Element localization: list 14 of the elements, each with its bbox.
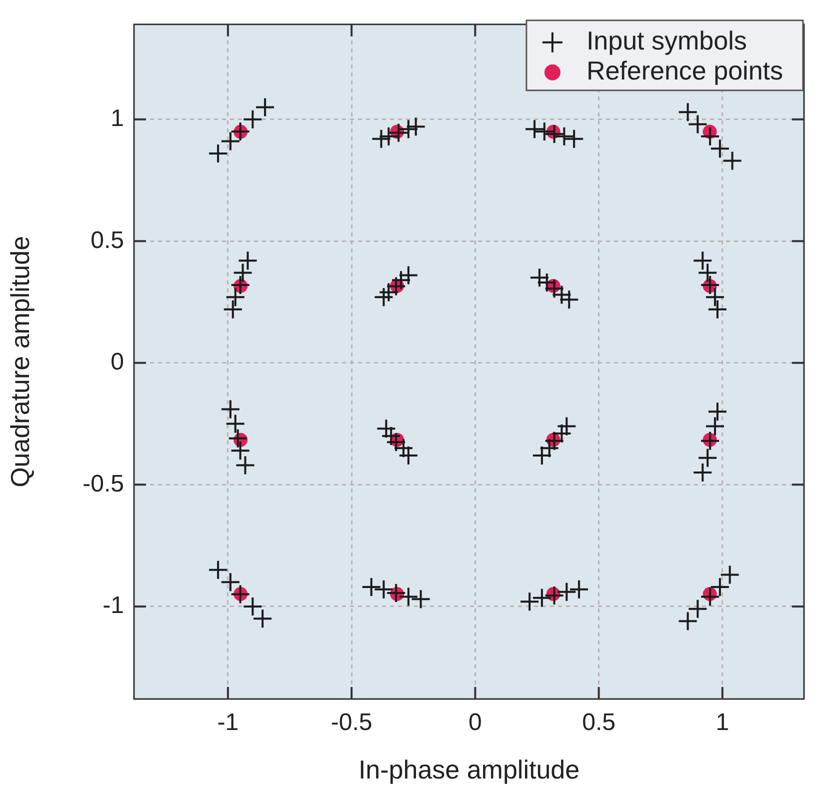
y-tick-label: -0.5 <box>82 470 124 498</box>
x-tick-label: -1 <box>217 709 239 736</box>
y-tick-label: -1 <box>102 592 124 620</box>
y-tick-label: 1 <box>110 105 124 132</box>
legend-label: Input symbols <box>586 26 747 56</box>
y-tick-label: 0.5 <box>90 226 124 254</box>
x-tick-label: -0.5 <box>330 709 372 736</box>
y-tick-label: 0 <box>110 348 124 376</box>
y-axis-title: Quadrature amplitude <box>4 236 35 488</box>
legend-label: Reference points <box>586 56 783 86</box>
x-axis-title: In-phase amplitude <box>358 754 580 785</box>
x-tick-label: 1 <box>716 709 730 736</box>
x-tick-label: 0.5 <box>582 709 616 736</box>
x-tick-label: 0 <box>468 709 482 736</box>
